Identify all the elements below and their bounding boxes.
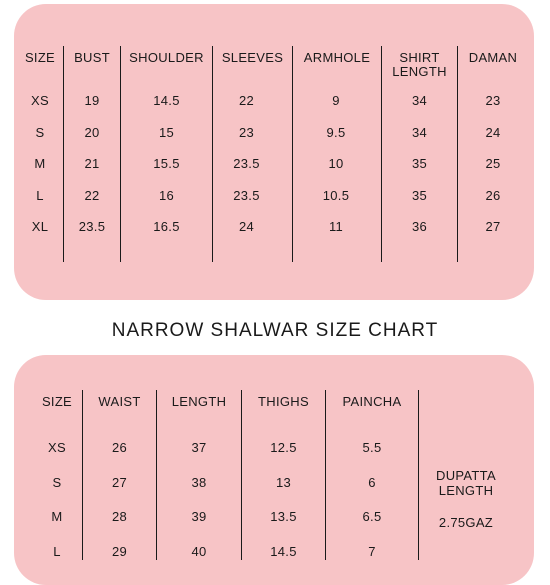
column-divider <box>82 390 84 560</box>
table-cell: 36 <box>411 219 428 234</box>
table-cell: 35 <box>411 187 428 203</box>
table-cell: 26 <box>111 440 128 455</box>
column-header: ARMHOLE <box>303 50 371 65</box>
table-cell: 16.5 <box>153 219 180 234</box>
column-header: SLEEVES <box>221 50 284 65</box>
shirt_chart-column-2: SHOULDER 14.5 15 15.5 16 16.5 <box>121 0 212 300</box>
table-cell: S <box>35 124 45 140</box>
table-cell: 24 <box>238 219 255 234</box>
table-cell: 11 <box>328 219 344 234</box>
table-cell: 16 <box>158 187 175 203</box>
table-cell: XS <box>31 93 49 108</box>
table-cell: 35 <box>411 156 428 171</box>
table-cell: 22 <box>84 187 100 203</box>
table-cell: L <box>36 187 44 203</box>
shirt_chart-column-1: BUST 19 20 21 22 23.5 <box>64 0 120 300</box>
table-cell: 38 <box>191 474 207 490</box>
table-cell: 13.5 <box>270 509 297 524</box>
table-cell: 34 <box>411 93 428 108</box>
table-cell: 24 <box>485 124 501 140</box>
table-cell: 10 <box>328 156 344 171</box>
shirt_chart-column-6: DAMAN 23 24 25 26 27 <box>458 0 528 300</box>
table-cell: M <box>34 156 46 171</box>
table-cell: 13 <box>275 474 292 490</box>
table-cell: 34 <box>411 124 428 140</box>
shirt_chart-column-4: ARMHOLE 9 9.5 10 10.5 11 <box>293 0 381 300</box>
column-header: LENGTH <box>171 394 227 409</box>
table-cell: 23 <box>238 124 255 140</box>
column-header: BUST <box>74 50 110 65</box>
table-cell: 23 <box>485 93 501 108</box>
table-cell: 23.5 <box>233 156 260 171</box>
table-cell: 5.5 <box>362 440 382 455</box>
column-divider <box>241 390 243 560</box>
column-divider <box>156 390 158 560</box>
column-divider <box>457 46 459 262</box>
table-cell: 14.5 <box>270 543 297 559</box>
column-divider <box>120 46 122 262</box>
shalwar_chart-column-0: SIZE XS S M L <box>32 0 82 559</box>
column-divider <box>381 46 383 262</box>
dupatta-length-value: 2.75GAZ <box>438 515 494 530</box>
shirt_chart-column-3: SLEEVES 22 23 23.5 23.5 24 <box>213 0 292 300</box>
column-divider <box>325 390 327 560</box>
shalwar-size-chart <box>14 355 534 585</box>
table-cell: XL <box>31 219 49 234</box>
shalwar_chart-column-4: PAINCHA 5.5 6 6.5 7 <box>326 0 418 559</box>
table-cell: 15.5 <box>153 156 180 171</box>
dupatta-length-label: DUPATTA LENGTH <box>436 468 496 498</box>
table-cell: 7 <box>368 543 376 559</box>
column-header: SHOULDER <box>129 50 204 65</box>
table-cell: M <box>51 509 63 524</box>
column-divider <box>418 390 420 560</box>
column-header: PAINCHA <box>342 394 402 409</box>
table-cell: 26 <box>485 187 501 203</box>
shalwar-chart-title: NARROW SHALWAR SIZE CHART <box>111 320 439 341</box>
table-cell: 27 <box>111 474 128 490</box>
table-cell: XS <box>48 440 66 455</box>
table-cell: 9.5 <box>326 124 346 140</box>
column-header: SIZE <box>24 50 56 65</box>
table-cell: 40 <box>191 543 207 559</box>
table-cell: 29 <box>111 543 128 559</box>
shalwar_chart-column-3: THIGHS 12.5 13 13.5 14.5 <box>242 0 325 559</box>
table-cell: 20 <box>84 124 100 140</box>
column-header: THIGHS <box>258 394 309 409</box>
shirt_chart-column-5: SHIRT LENGTH 34 34 35 35 36 <box>382 0 457 300</box>
table-cell: 39 <box>191 509 207 524</box>
table-cell: 10.5 <box>322 187 350 203</box>
table-cell: 6.5 <box>362 509 382 524</box>
column-header: SIZE <box>41 394 73 409</box>
table-cell: S <box>52 474 62 490</box>
shalwar_chart-column-1: WAIST 26 27 28 29 <box>83 0 156 559</box>
table-cell: 9 <box>332 93 340 108</box>
table-cell: 23.5 <box>233 187 260 203</box>
table-cell: 22 <box>238 93 255 108</box>
table-cell: 6 <box>368 474 376 490</box>
table-cell: L <box>53 543 61 559</box>
table-cell: 15 <box>158 124 175 140</box>
column-header: WAIST <box>98 394 141 409</box>
shalwar_chart-column-2: LENGTH 37 38 39 40 <box>157 0 241 559</box>
column-divider <box>212 46 214 262</box>
table-cell: 14.5 <box>153 93 180 108</box>
column-header: SHIRT LENGTH <box>392 50 447 79</box>
table-cell: 23.5 <box>78 219 106 234</box>
table-cell: 21 <box>84 156 100 171</box>
table-cell: 25 <box>485 156 501 171</box>
table-cell: 37 <box>191 440 207 455</box>
column-header: DAMAN <box>468 50 518 65</box>
table-cell: 28 <box>111 509 128 524</box>
shirt_chart-column-0: SIZE XS S M L XL <box>20 0 60 300</box>
shirt-size-chart <box>14 4 534 300</box>
column-divider <box>292 46 294 262</box>
table-cell: 12.5 <box>270 440 297 455</box>
column-divider <box>63 46 65 262</box>
table-cell: 27 <box>485 219 501 234</box>
table-cell: 19 <box>84 93 100 108</box>
